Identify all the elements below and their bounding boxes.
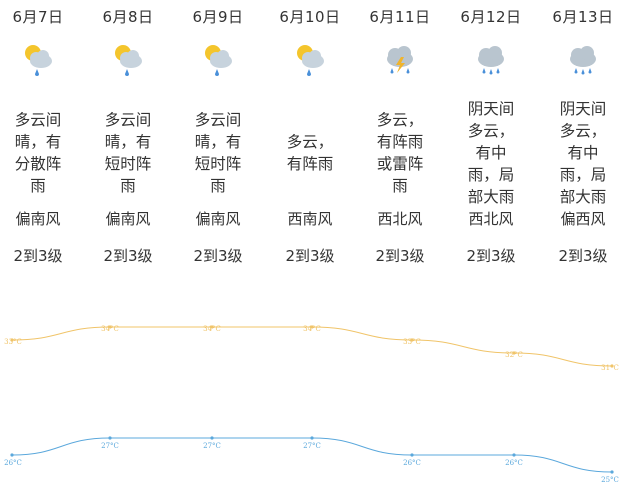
day-column: 6月8日 多云间晴，有短时阵雨 偏南风 2到3级 xyxy=(90,0,166,280)
day-column: 6月10日 多云，有阵雨 西南风 2到3级 xyxy=(272,0,348,280)
low-temp-point xyxy=(512,453,516,457)
wind-direction: 西南风 xyxy=(287,210,333,228)
date-label: 6月13日 xyxy=(552,8,614,26)
weather-description: 阴天间多云，有中雨，局部大雨 xyxy=(467,100,515,206)
weather-description: 多云，有阵雨或雷阵雨 xyxy=(376,111,424,195)
partly-sunny-rain-icon xyxy=(293,42,327,78)
low-temp-label: 27°C xyxy=(303,442,321,450)
high-temp-point xyxy=(610,364,614,368)
low-temp-label: 27°C xyxy=(203,442,221,450)
date-label: 6月9日 xyxy=(192,8,244,26)
high-temp-label: 33°C xyxy=(4,338,22,346)
partly-sunny-rain-icon xyxy=(21,42,55,78)
low-temp-label: 26°C xyxy=(4,459,22,467)
date-label: 6月7日 xyxy=(12,8,64,26)
date-label: 6月10日 xyxy=(279,8,341,26)
wind-level: 2到3级 xyxy=(285,247,335,265)
weather-description: 阴天间多云，有中雨，局部大雨 xyxy=(559,100,607,206)
day-column: 6月12日 阴天间多云，有中雨，局部大雨 西北风 2到3级 xyxy=(453,0,529,280)
high-temp-point xyxy=(512,351,516,355)
low-temp-label: 25°C xyxy=(601,476,619,484)
high-temp-label: 34°C xyxy=(203,325,221,333)
high-temp-label: 31°C xyxy=(601,364,619,372)
wind-direction: 偏南风 xyxy=(105,210,151,228)
low-temp-point xyxy=(310,436,314,440)
wind-level: 2到3级 xyxy=(466,247,516,265)
forecast-grid: 6月7日 多云间晴，有分散阵雨 偏南风 2到3级 6月8日 多云间晴，有 xyxy=(0,0,621,280)
day-column: 6月11日 多云，有阵雨或雷阵雨 西北风 2到3级 xyxy=(362,0,438,280)
low-temp-point xyxy=(410,453,414,457)
high-temp-point xyxy=(410,338,414,342)
temperature-chart: 33°C 34°C 34°C 34°C 33°C 32°C 31°C 26°C 27°C 27°C… xyxy=(4,325,619,484)
wind-level: 2到3级 xyxy=(558,247,608,265)
weather-description: 多云间晴，有分散阵雨 xyxy=(14,111,62,195)
weather-description: 多云间晴，有短时阵雨 xyxy=(104,111,152,195)
wind-level: 2到3级 xyxy=(13,247,63,265)
high-temp-point xyxy=(210,325,214,329)
wind-level: 2到3级 xyxy=(375,247,425,265)
high-temp-label: 34°C xyxy=(101,325,119,333)
low-temp-label: 26°C xyxy=(403,459,421,467)
weather-description: 多云间晴，有短时阵雨 xyxy=(194,111,242,195)
high-temp-point xyxy=(310,325,314,329)
low-temp-point xyxy=(108,436,112,440)
low-temp-point xyxy=(10,453,14,457)
high-temp-label: 32°C xyxy=(505,351,523,359)
wind-direction: 偏南风 xyxy=(195,210,241,228)
low-temp-label: 27°C xyxy=(101,442,119,450)
weather-description: 多云，有阵雨 xyxy=(286,133,334,173)
wind-level: 2到3级 xyxy=(193,247,243,265)
date-label: 6月8日 xyxy=(102,8,154,26)
day-column: 6月9日 多云间晴，有短时阵雨 偏南风 2到3级 xyxy=(180,0,256,280)
day-column: 6月13日 阴天间多云，有中雨，局部大雨 偏西风 2到3级 xyxy=(545,0,621,280)
wind-direction: 西北风 xyxy=(468,210,514,228)
date-label: 6月12日 xyxy=(460,8,522,26)
low-temp-point xyxy=(610,470,614,474)
low-temp-label: 26°C xyxy=(505,459,523,467)
cloud-rain-icon xyxy=(566,42,600,78)
high-temp-label: 33°C xyxy=(403,338,421,346)
date-label: 6月11日 xyxy=(369,8,431,26)
high-temp-point xyxy=(10,338,14,342)
thunderstorm-icon xyxy=(383,42,417,78)
day-column: 6月7日 多云间晴，有分散阵雨 偏南风 2到3级 xyxy=(0,0,76,280)
partly-sunny-rain-icon xyxy=(111,42,145,78)
wind-direction: 偏西风 xyxy=(560,210,606,228)
wind-level: 2到3级 xyxy=(103,247,153,265)
cloud-rain-icon xyxy=(474,42,508,78)
partly-sunny-rain-icon xyxy=(201,42,235,78)
high-temp-label: 34°C xyxy=(303,325,321,333)
wind-direction: 偏南风 xyxy=(15,210,61,228)
high-temp-point xyxy=(108,325,112,329)
wind-direction: 西北风 xyxy=(377,210,423,228)
low-temp-point xyxy=(210,436,214,440)
